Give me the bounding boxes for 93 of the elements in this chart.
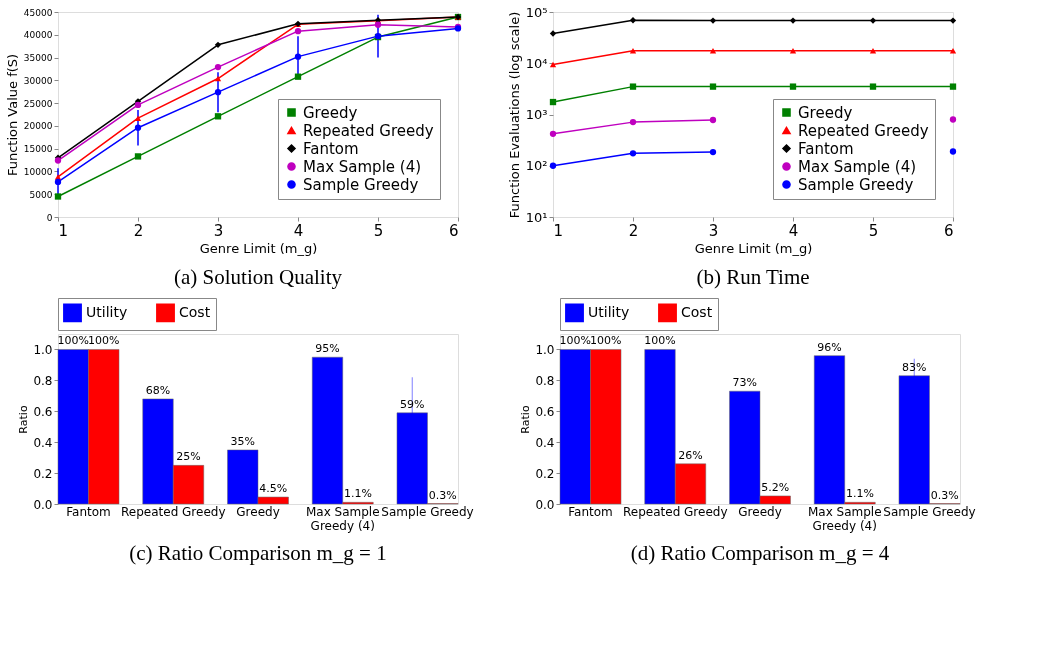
legend-label: Utility bbox=[86, 303, 128, 320]
x-axis-title: Genre Limit (m_g) bbox=[199, 240, 318, 256]
data-label: 1.1% bbox=[344, 487, 372, 501]
data-label: 35% bbox=[230, 434, 255, 448]
y-tick-label: 0.4 bbox=[535, 435, 555, 450]
y-tick-label: 10³ bbox=[525, 107, 548, 122]
legend-label: Max Sample (4) bbox=[303, 157, 422, 176]
text: (b) Run Time bbox=[696, 265, 810, 289]
legend-label: Repeated Greedy bbox=[798, 121, 929, 140]
legend-label: Utility bbox=[588, 303, 630, 320]
x-tick-label: Repeated Greedy bbox=[623, 504, 728, 519]
data-label: 100% bbox=[590, 334, 622, 348]
y-tick-label: 5000 bbox=[29, 189, 53, 200]
x-tick-label: Sample Greedy bbox=[381, 504, 474, 519]
x-tick-label: 4 bbox=[788, 221, 799, 240]
y-tick-label: 0.6 bbox=[33, 404, 53, 419]
data-label: 96% bbox=[817, 340, 842, 354]
x-tick-label: 5 bbox=[868, 221, 879, 240]
y-tick-label: 0.6 bbox=[535, 404, 555, 419]
y-tick-label: 10⁴ bbox=[525, 55, 548, 71]
legend-label: Max Sample (4) bbox=[798, 157, 917, 176]
data-label: 100% bbox=[559, 334, 591, 348]
x-tick-label: 6 bbox=[448, 221, 459, 240]
y-tick-label: 10¹ bbox=[525, 209, 548, 225]
text: (a) Solution Quality bbox=[174, 265, 343, 289]
y-tick-label: 10000 bbox=[23, 166, 53, 177]
x-tick-label: Greedy bbox=[236, 504, 280, 519]
x-tick-label: Max Sample Greedy (4) bbox=[305, 504, 380, 533]
legend-label: Greedy bbox=[303, 103, 358, 122]
data-label: 0.3% bbox=[428, 488, 457, 502]
y-tick-label: 30000 bbox=[23, 75, 53, 86]
data-label: 1.1% bbox=[846, 487, 874, 501]
x-tick-label: Fantom bbox=[568, 504, 613, 519]
data-label: 68% bbox=[145, 383, 171, 397]
x-tick-label: 2 bbox=[628, 221, 639, 240]
y-tick-label: 40000 bbox=[23, 30, 53, 41]
x-tick-label: 5 bbox=[373, 221, 384, 240]
data-label: 4.5% bbox=[259, 482, 288, 496]
legend-label: Cost bbox=[681, 303, 713, 320]
y-tick-label: 1.0 bbox=[33, 342, 53, 357]
x-tick-label: 1 bbox=[58, 221, 69, 240]
y-tick-label: 0.8 bbox=[535, 373, 555, 388]
y-tick-label: 0.2 bbox=[535, 466, 555, 481]
data-label: 100% bbox=[644, 334, 676, 348]
y-tick-label: 20000 bbox=[23, 121, 53, 132]
legend-label: Sample Greedy bbox=[303, 175, 419, 194]
x-tick-label: Sample Greedy bbox=[883, 504, 976, 519]
legend-label: Sample Greedy bbox=[798, 175, 914, 194]
y-tick-label: 0.8 bbox=[33, 373, 53, 388]
data-label: 100% bbox=[88, 334, 120, 348]
x-tick-label: Max Sample Greedy (4) bbox=[807, 504, 882, 533]
data-label: 100% bbox=[57, 334, 89, 348]
x-tick-label: 4 bbox=[293, 221, 304, 240]
x-axis-title: Genre Limit (m_g) bbox=[694, 240, 813, 256]
data-label: 25% bbox=[176, 450, 201, 464]
text: (d) Ratio Comparison m_g = 4 bbox=[630, 541, 890, 565]
y-tick-label: 10² bbox=[525, 158, 548, 174]
data-label: 59% bbox=[400, 397, 425, 411]
y-tick-label: 1.0 bbox=[535, 342, 555, 357]
x-tick-label: 2 bbox=[133, 221, 144, 240]
legend-label: Fantom bbox=[303, 139, 359, 158]
x-tick-label: Greedy bbox=[738, 504, 782, 519]
y-tick-label: 0.2 bbox=[33, 466, 53, 481]
data-label: 0.3% bbox=[930, 488, 959, 502]
y-tick-label: 35000 bbox=[23, 53, 53, 64]
legend-label: Greedy bbox=[798, 103, 853, 122]
data-label: 73% bbox=[732, 376, 757, 390]
y-tick-label: 45000 bbox=[23, 7, 53, 18]
y-tick-label: 0.0 bbox=[33, 497, 53, 512]
legend-label: Fantom bbox=[798, 139, 854, 158]
data-label: 5.2% bbox=[761, 480, 790, 494]
data-label: 95% bbox=[315, 342, 340, 356]
x-tick-label: Repeated Greedy bbox=[121, 504, 226, 519]
y-tick-label: 0 bbox=[46, 212, 53, 223]
x-tick-label: 6 bbox=[943, 221, 954, 240]
data-label: 26% bbox=[678, 448, 703, 462]
legend-label: Repeated Greedy bbox=[303, 121, 434, 140]
text: (c) Ratio Comparison m_g = 1 bbox=[129, 541, 387, 565]
y-tick-label: 0.0 bbox=[535, 497, 555, 512]
y-axis-title: Function Value f(S) bbox=[4, 53, 20, 177]
y-axis-title: Ratio bbox=[17, 405, 31, 434]
y-tick-label: 25000 bbox=[23, 98, 53, 109]
y-tick-label: 0.4 bbox=[33, 435, 53, 450]
y-tick-label: 15000 bbox=[23, 144, 53, 155]
y-tick-label: 10⁵ bbox=[525, 4, 548, 20]
x-tick-label: Fantom bbox=[66, 504, 111, 519]
legend-label: Cost bbox=[179, 303, 211, 320]
x-tick-label: 3 bbox=[708, 221, 719, 240]
x-tick-label: 3 bbox=[213, 221, 224, 240]
data-label: 83% bbox=[902, 360, 927, 374]
y-axis-title: Function Evaluations (log scale) bbox=[506, 11, 522, 219]
x-tick-label: 1 bbox=[553, 221, 564, 240]
y-axis-title: Ratio bbox=[519, 405, 533, 434]
